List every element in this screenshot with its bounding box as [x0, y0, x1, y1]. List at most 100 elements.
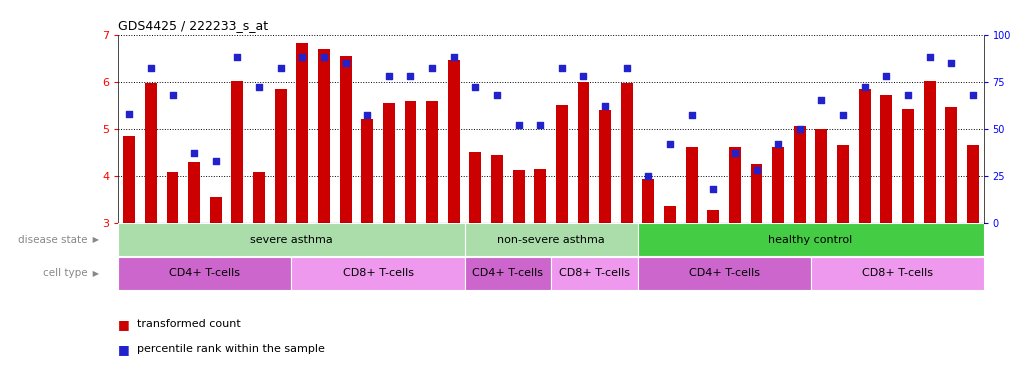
Text: disease state: disease state — [19, 235, 88, 245]
Bar — [291, 257, 465, 290]
Bar — [210, 197, 221, 223]
Bar — [664, 206, 676, 223]
Point — [445, 54, 461, 60]
Bar — [859, 89, 870, 223]
Bar — [621, 83, 632, 223]
Text: CD8+ T-cells: CD8+ T-cells — [559, 268, 629, 278]
Bar — [232, 81, 243, 223]
Point — [164, 92, 181, 98]
Text: ▶: ▶ — [90, 235, 99, 244]
Point — [899, 92, 916, 98]
Point — [596, 103, 613, 109]
Bar — [465, 223, 638, 256]
Point — [142, 65, 159, 71]
Point — [229, 54, 245, 60]
Point — [294, 54, 310, 60]
Point — [380, 73, 397, 79]
Bar — [167, 172, 178, 223]
Text: non-severe asthma: non-severe asthma — [497, 235, 605, 245]
Point — [791, 126, 808, 132]
Bar — [794, 126, 805, 223]
Text: healthy control: healthy control — [768, 235, 853, 245]
Bar — [535, 169, 546, 223]
Point — [121, 111, 137, 117]
Point — [531, 122, 548, 128]
Point — [207, 157, 224, 164]
Bar — [318, 49, 330, 223]
Bar — [967, 145, 978, 223]
Bar — [837, 145, 849, 223]
Bar — [751, 164, 762, 223]
Text: percentile rank within the sample: percentile rank within the sample — [137, 344, 324, 354]
Bar — [465, 257, 551, 290]
Text: CD4+ T-cells: CD4+ T-cells — [170, 268, 240, 278]
Bar — [118, 257, 291, 290]
Bar — [902, 109, 914, 223]
Bar — [426, 101, 438, 223]
Bar — [188, 162, 200, 223]
Point — [705, 186, 721, 192]
Bar — [578, 82, 589, 223]
Point — [661, 141, 678, 147]
Bar — [513, 170, 524, 223]
Bar — [686, 147, 697, 223]
Point — [769, 141, 786, 147]
Point — [878, 73, 894, 79]
Point — [640, 173, 656, 179]
Bar — [275, 89, 286, 223]
Point — [272, 65, 288, 71]
Point — [942, 60, 959, 66]
Text: transformed count: transformed count — [137, 319, 241, 329]
Text: ■: ■ — [118, 343, 134, 356]
Bar — [383, 103, 394, 223]
Point — [575, 73, 591, 79]
Point — [921, 54, 937, 60]
Bar — [124, 136, 135, 223]
Point — [250, 84, 267, 90]
Point — [964, 92, 981, 98]
Bar — [448, 60, 459, 223]
Bar — [638, 257, 811, 290]
Point — [834, 113, 851, 119]
Text: CD4+ T-cells: CD4+ T-cells — [473, 268, 543, 278]
Bar — [729, 147, 741, 223]
Point — [185, 150, 202, 156]
Text: severe asthma: severe asthma — [250, 235, 333, 245]
Point — [748, 167, 764, 173]
Point — [488, 92, 505, 98]
Point — [510, 122, 526, 128]
Bar — [340, 56, 351, 223]
Bar — [405, 101, 416, 223]
Bar — [556, 105, 568, 223]
Bar — [362, 119, 373, 223]
Point — [856, 84, 872, 90]
Point — [423, 65, 440, 71]
Point — [726, 150, 743, 156]
Point — [813, 98, 829, 104]
Bar — [297, 43, 308, 223]
Bar — [924, 81, 935, 223]
Point — [315, 54, 332, 60]
Text: ▶: ▶ — [90, 269, 99, 278]
Text: CD4+ T-cells: CD4+ T-cells — [689, 268, 759, 278]
Bar — [643, 179, 654, 223]
Text: CD8+ T-cells: CD8+ T-cells — [862, 268, 932, 278]
Bar — [118, 223, 465, 256]
Bar — [551, 257, 638, 290]
Point — [467, 84, 483, 90]
Bar — [599, 110, 611, 223]
Text: ■: ■ — [118, 318, 134, 331]
Bar — [708, 210, 719, 223]
Bar — [491, 154, 503, 223]
Bar — [881, 95, 892, 223]
Bar — [145, 83, 157, 223]
Bar — [470, 152, 481, 223]
Text: cell type: cell type — [43, 268, 88, 278]
Bar — [811, 257, 984, 290]
Bar — [772, 147, 784, 223]
Point — [683, 113, 699, 119]
Point — [618, 65, 634, 71]
Bar — [253, 172, 265, 223]
Bar — [816, 129, 827, 223]
Text: GDS4425 / 222233_s_at: GDS4425 / 222233_s_at — [118, 19, 269, 32]
